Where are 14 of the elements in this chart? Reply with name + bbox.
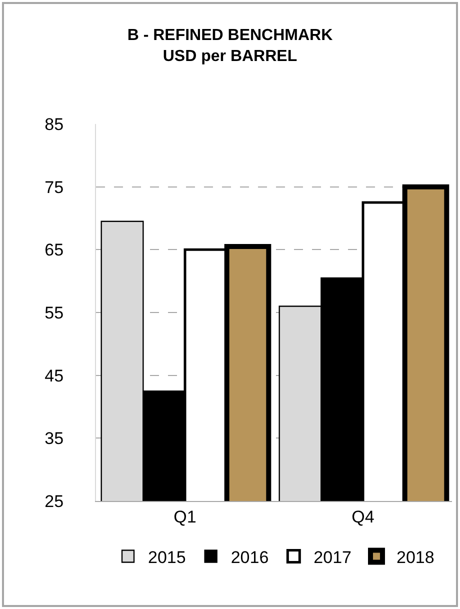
- x-tick-label: Q4: [352, 507, 374, 526]
- y-tick-label: 75: [44, 178, 64, 197]
- legend-label: 2016: [230, 548, 269, 567]
- y-tick-label: 85: [44, 114, 64, 134]
- y-tick-label: 45: [44, 366, 64, 386]
- y-tick-label: 35: [44, 429, 64, 448]
- legend-label: 2018: [396, 548, 434, 567]
- legend-label: 2017: [314, 548, 352, 567]
- y-tick-label: 25: [44, 492, 64, 511]
- legend-label: 2015: [148, 548, 186, 567]
- y-tick-label: 65: [44, 240, 64, 260]
- y-tick-label: 55: [44, 303, 64, 322]
- chart-title: B - REFINED BENCHMARK USD per BARREL: [127, 27, 334, 65]
- x-tick-label: Q1: [174, 507, 196, 526]
